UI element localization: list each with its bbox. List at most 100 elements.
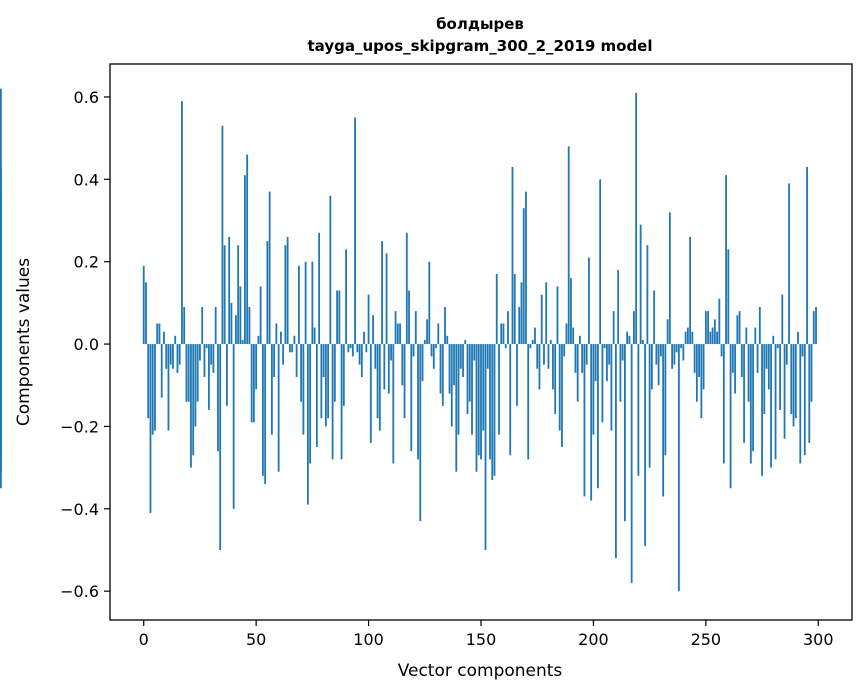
bar	[142, 265, 145, 345]
bar	[704, 311, 707, 345]
bar	[230, 302, 233, 345]
bar	[624, 344, 626, 522]
chart-title: болдырев	[436, 15, 524, 33]
bar	[210, 344, 213, 365]
bar	[275, 323, 278, 345]
bar	[581, 344, 584, 373]
bar	[306, 344, 309, 505]
bar	[619, 344, 622, 402]
bar	[655, 344, 658, 365]
bar	[545, 282, 548, 345]
bar	[518, 306, 521, 345]
bar	[439, 344, 442, 394]
bar	[284, 245, 287, 345]
bar	[592, 344, 595, 435]
bar	[700, 344, 703, 419]
bar	[369, 344, 372, 443]
bar	[453, 344, 455, 386]
bar	[167, 344, 170, 431]
bar	[417, 344, 419, 460]
bar	[502, 323, 505, 345]
bar	[160, 344, 163, 398]
bar	[734, 344, 736, 394]
y-tick-label: 0.0	[74, 335, 99, 354]
bar	[244, 175, 246, 345]
y-tick-label: 0.2	[74, 253, 99, 272]
bar	[520, 282, 523, 345]
bar	[475, 344, 478, 472]
bar	[226, 344, 228, 406]
bar	[286, 236, 289, 345]
bar	[633, 311, 635, 345]
bar	[262, 344, 264, 476]
bar	[354, 117, 356, 345]
bar	[522, 208, 525, 345]
bar	[536, 344, 539, 369]
bar	[601, 344, 604, 423]
bar	[444, 306, 446, 345]
bar	[235, 315, 237, 345]
bar	[500, 323, 503, 345]
bar	[707, 311, 709, 345]
bar	[509, 344, 512, 456]
bar	[689, 236, 692, 345]
bar	[304, 261, 307, 345]
bar	[788, 183, 790, 345]
bar	[615, 344, 617, 559]
y-tick-label: −0.4	[60, 500, 99, 519]
bar	[608, 344, 611, 365]
bar	[525, 191, 527, 345]
bar	[659, 344, 662, 357]
bar	[727, 249, 730, 345]
bar	[145, 282, 147, 345]
bar	[686, 327, 689, 345]
bar	[223, 245, 226, 345]
bar	[268, 191, 271, 345]
bar	[588, 257, 590, 345]
bar	[718, 298, 721, 345]
bar	[199, 344, 201, 361]
bar	[338, 290, 341, 345]
x-tick-label: 300	[803, 630, 834, 649]
bar	[217, 344, 219, 452]
bar	[617, 269, 620, 345]
bar	[572, 327, 575, 345]
bar	[345, 249, 347, 345]
bar	[680, 344, 683, 349]
bar	[745, 327, 748, 345]
bar	[313, 327, 316, 345]
bar	[277, 344, 280, 472]
bar	[394, 311, 397, 345]
bar	[340, 344, 343, 460]
plot-frame	[109, 63, 853, 621]
bar	[419, 344, 422, 522]
bar	[282, 344, 285, 365]
bar	[412, 344, 415, 357]
bar	[794, 344, 797, 419]
bar	[441, 344, 444, 406]
bar	[253, 344, 255, 423]
bar	[324, 344, 327, 427]
bar	[172, 344, 174, 369]
bar	[203, 344, 206, 378]
bar	[473, 344, 476, 361]
bar	[327, 344, 329, 419]
x-tick-label: 0	[139, 630, 149, 649]
bar	[785, 344, 788, 365]
bar	[621, 344, 624, 361]
bar	[644, 344, 647, 546]
bar	[219, 344, 222, 550]
bar	[713, 319, 716, 345]
bar	[716, 331, 718, 345]
bar	[329, 195, 332, 345]
x-tick-label: 200	[578, 630, 609, 649]
bar	[781, 294, 784, 345]
bar	[808, 344, 811, 443]
bar	[770, 344, 772, 468]
bar	[205, 344, 208, 349]
bar	[779, 344, 781, 410]
bar	[513, 274, 516, 345]
bar	[466, 344, 469, 415]
bar	[297, 265, 300, 345]
bar	[484, 344, 487, 550]
